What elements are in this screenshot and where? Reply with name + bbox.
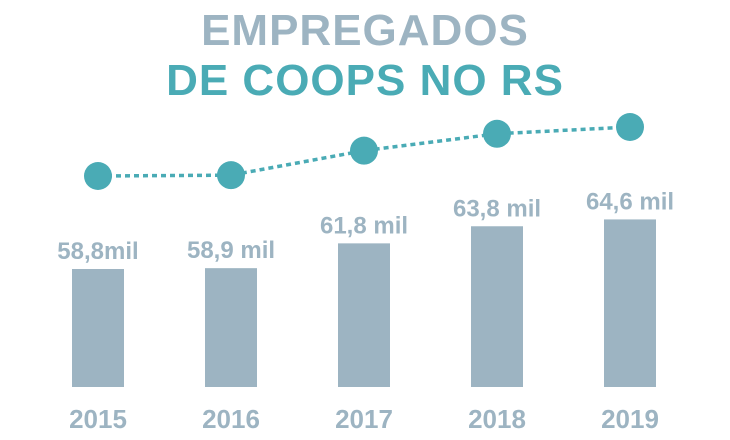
x-tick-label-2017: 2017 bbox=[335, 404, 393, 434]
chart-title-line-2: DE COOPS NO RS bbox=[166, 56, 564, 105]
x-tick-label-2018: 2018 bbox=[468, 404, 526, 434]
trend-marker-2017 bbox=[350, 136, 378, 165]
value-label-2016: 58,9 mil bbox=[187, 237, 275, 264]
trend-marker-2018 bbox=[483, 119, 511, 148]
value-label-2015: 58,8mil bbox=[57, 238, 138, 265]
x-tick-label-2015: 2015 bbox=[69, 404, 127, 434]
value-label-2019: 64,6 mil bbox=[586, 188, 674, 215]
x-tick-label-2016: 2016 bbox=[202, 404, 260, 434]
trend-marker-2015 bbox=[84, 162, 112, 190]
bar-2015 bbox=[72, 269, 124, 387]
bar-2017 bbox=[338, 243, 390, 387]
trend-marker-2016 bbox=[217, 161, 245, 190]
value-label-2017: 61,8 mil bbox=[320, 212, 408, 239]
chart-title-line-1: EMPREGADOS bbox=[201, 6, 529, 55]
bar-2016 bbox=[205, 268, 257, 387]
bar-2019 bbox=[604, 219, 656, 387]
trend-marker-2019 bbox=[616, 113, 644, 141]
x-tick-label-2019: 2019 bbox=[601, 404, 659, 434]
value-label-2018: 63,8 mil bbox=[453, 195, 541, 222]
bar-2018 bbox=[471, 226, 523, 387]
